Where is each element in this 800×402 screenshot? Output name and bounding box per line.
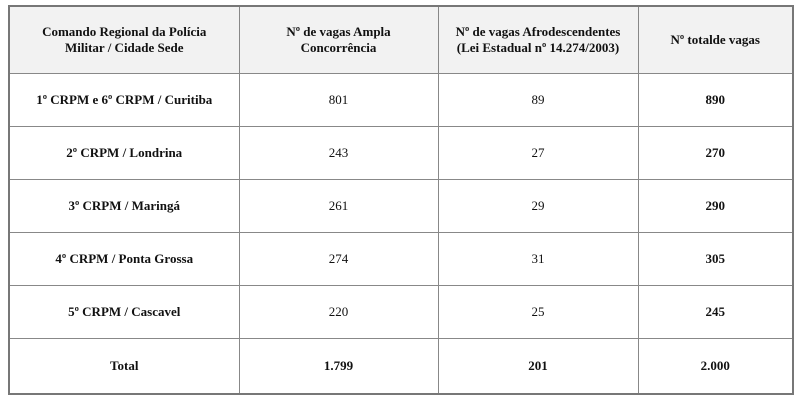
header-text: Comando Regional da Polícia xyxy=(42,24,207,39)
number-cell: 29 xyxy=(437,179,639,233)
header-text: Militar / Cidade Sede xyxy=(64,40,184,55)
data-row: 4º CRPM / Ponta Grossa 274 31 305 xyxy=(8,232,794,286)
region-cell: 5º CRPM / Cascavel xyxy=(8,285,240,339)
header-row: Comando Regional da Polícia Militar / Cid… xyxy=(8,5,794,74)
number-cell: 2.000 xyxy=(637,338,794,395)
header-cell: Nº de vagas Ampla Concorrência xyxy=(238,5,439,74)
header-text: Concorrência xyxy=(300,40,377,55)
number-cell: 25 xyxy=(437,285,639,339)
total-row: Total 1.799 201 2.000 xyxy=(8,338,794,395)
table-body: 1º CRPM e 6º CRPM / Curitiba 801 89 890 2º C… xyxy=(8,73,794,395)
vagas-table: Comando Regional da Polícia Militar / Cid… xyxy=(8,5,794,395)
header-text: Nº totalde vagas xyxy=(670,32,760,47)
number-cell: 261 xyxy=(238,179,439,233)
header-text: Nº de vagas Afrodescendentes xyxy=(455,24,621,39)
region-cell: 1º CRPM e 6º CRPM / Curitiba xyxy=(8,73,240,127)
number-cell: 27 xyxy=(437,126,639,180)
number-cell: 243 xyxy=(238,126,439,180)
region-cell: 4º CRPM / Ponta Grossa xyxy=(8,232,240,286)
number-cell: 245 xyxy=(637,285,794,339)
header-text: (Lei Estadual nº 14.274/2003) xyxy=(456,40,620,55)
number-cell: 1.799 xyxy=(238,338,439,395)
number-cell: 270 xyxy=(637,126,794,180)
header-cell: Nº totalde vagas xyxy=(637,5,794,74)
region-cell: 3º CRPM / Maringá xyxy=(8,179,240,233)
region-cell: 2º CRPM / Londrina xyxy=(8,126,240,180)
number-cell: 31 xyxy=(437,232,639,286)
number-cell: 290 xyxy=(637,179,794,233)
data-row: 2º CRPM / Londrina 243 27 270 xyxy=(8,126,794,180)
number-cell: 890 xyxy=(637,73,794,127)
data-row: 1º CRPM e 6º CRPM / Curitiba 801 89 890 xyxy=(8,73,794,127)
data-row: 5º CRPM / Cascavel 220 25 245 xyxy=(8,285,794,339)
number-cell: 305 xyxy=(637,232,794,286)
number-cell: 89 xyxy=(437,73,639,127)
header-cell: Nº de vagas Afrodescendentes (Lei Estadua… xyxy=(437,5,639,74)
data-row: 3º CRPM / Maringá 261 29 290 xyxy=(8,179,794,233)
number-cell: 201 xyxy=(437,338,639,395)
number-cell: 274 xyxy=(238,232,439,286)
number-cell: 220 xyxy=(238,285,439,339)
header-text: Nº de vagas Ampla xyxy=(286,24,391,39)
number-cell: 801 xyxy=(238,73,439,127)
header-cell: Comando Regional da Polícia Militar / Cid… xyxy=(8,5,240,74)
region-cell: Total xyxy=(8,338,240,395)
